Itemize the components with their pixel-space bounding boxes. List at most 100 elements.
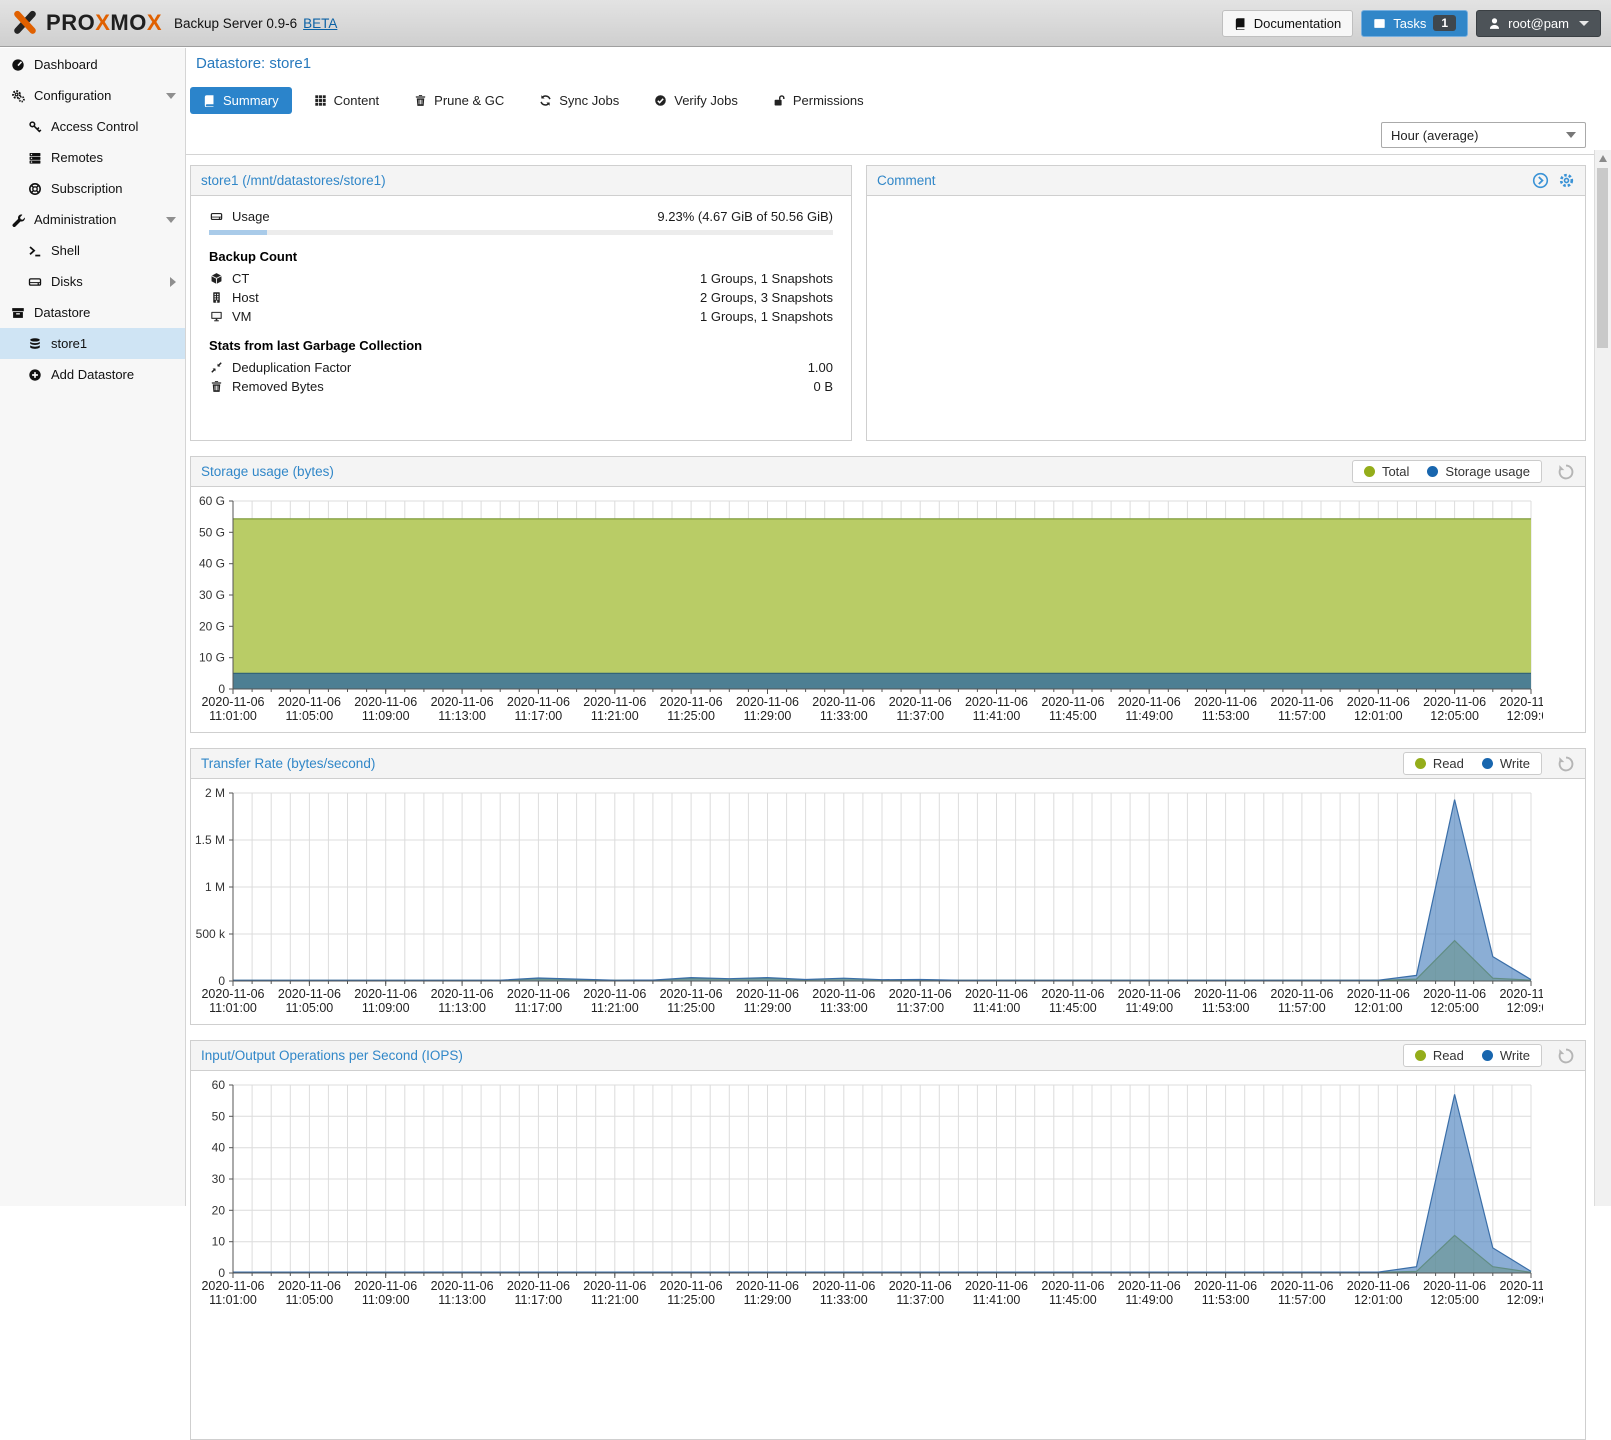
key-icon xyxy=(27,120,42,134)
sidebar-item-subscription[interactable]: Subscription xyxy=(0,173,185,204)
svg-text:2020-11-06: 2020-11-06 xyxy=(1270,1279,1333,1293)
tab-content[interactable]: Content xyxy=(301,87,393,114)
beta-link[interactable]: BETA xyxy=(303,15,338,31)
svg-text:11:17:00: 11:17:00 xyxy=(515,1001,563,1015)
svg-text:2020-11-06: 2020-11-06 xyxy=(812,695,875,709)
sidebar-item-dashboard[interactable]: Dashboard xyxy=(0,49,185,80)
sidebar-item-label: Remotes xyxy=(51,150,104,165)
svg-text:20: 20 xyxy=(212,1203,226,1217)
chart-toolbar: Hour (average) xyxy=(186,114,1594,155)
top-header: PROXMOX Backup Server 0.9-6 BETA Documen… xyxy=(0,0,1611,47)
tab-verify-jobs[interactable]: Verify Jobs xyxy=(641,87,751,114)
trash-icon xyxy=(414,94,427,107)
user-menu-button[interactable]: root@pam xyxy=(1476,9,1601,37)
tab-label: Sync Jobs xyxy=(559,93,620,108)
svg-text:2020-11-06: 2020-11-06 xyxy=(583,987,646,1001)
legend-read[interactable]: Read xyxy=(1414,1048,1464,1063)
legend-dot-icon xyxy=(1481,1050,1493,1061)
svg-text:60: 60 xyxy=(212,1078,226,1092)
svg-text:1 M: 1 M xyxy=(205,880,225,894)
sidebar-item-disks[interactable]: Disks xyxy=(0,266,185,297)
chevron-down-icon xyxy=(1566,132,1576,138)
legend-write[interactable]: Write xyxy=(1481,756,1530,771)
sidebar-item-configuration[interactable]: Configuration xyxy=(0,80,185,111)
archive-icon xyxy=(10,306,25,320)
sidebar-item-access-control[interactable]: Access Control xyxy=(0,111,185,142)
undo-zoom-icon[interactable] xyxy=(1557,463,1575,481)
sidebar-item-add-datastore[interactable]: Add Datastore xyxy=(0,359,185,390)
tab-summary[interactable]: Summary xyxy=(190,87,292,114)
undo-zoom-icon[interactable] xyxy=(1557,1047,1575,1065)
svg-text:2020-11-06: 2020-11-06 xyxy=(278,1279,341,1293)
svg-text:11:29:00: 11:29:00 xyxy=(744,709,792,723)
compress-icon xyxy=(209,361,224,374)
legend-total[interactable]: Total xyxy=(1363,464,1409,479)
vm-row: VM 1 Groups, 1 Snapshots xyxy=(209,309,833,324)
gear-icon[interactable] xyxy=(1558,172,1575,189)
datastore-summary-panel-title: store1 (/mnt/datastores/store1) xyxy=(191,166,851,196)
tab-sync-jobs[interactable]: Sync Jobs xyxy=(526,87,632,114)
legend-label: Read xyxy=(1432,1048,1464,1063)
building-icon xyxy=(209,291,224,304)
svg-text:11:41:00: 11:41:00 xyxy=(973,709,1021,723)
tasks-button[interactable]: Tasks 1 xyxy=(1361,9,1469,37)
svg-text:2020-11-06: 2020-11-06 xyxy=(1041,695,1104,709)
scroll-up-arrow-icon[interactable] xyxy=(1599,155,1607,162)
vertical-scrollbar[interactable] xyxy=(1594,150,1611,1206)
host-row: Host 2 Groups, 3 Snapshots xyxy=(209,290,833,305)
svg-text:11:13:00: 11:13:00 xyxy=(438,1001,486,1015)
sidebar-item-administration[interactable]: Administration xyxy=(0,204,185,235)
main-area: Datastore: store1 Summary Content Prune & … xyxy=(186,48,1594,1440)
svg-text:1.5 M: 1.5 M xyxy=(195,833,225,847)
svg-text:11:01:00: 11:01:00 xyxy=(209,709,257,723)
sidebar-item-shell[interactable]: Shell xyxy=(0,235,185,266)
edit-comment-icon[interactable] xyxy=(1532,172,1549,189)
svg-text:11:57:00: 11:57:00 xyxy=(1278,1293,1326,1307)
svg-text:12:01:00: 12:01:00 xyxy=(1354,1293,1403,1307)
svg-text:11:13:00: 11:13:00 xyxy=(438,1293,486,1307)
svg-text:11:53:00: 11:53:00 xyxy=(1202,1293,1250,1307)
sidebar-item-label: Disks xyxy=(51,274,83,289)
tab-permissions[interactable]: Permissions xyxy=(760,87,877,114)
svg-text:12:09:00: 12:09:00 xyxy=(1507,1293,1543,1307)
chevron-down-icon[interactable] xyxy=(166,216,176,223)
transfer-rate-legend[interactable]: Read Write xyxy=(1402,752,1542,775)
tab-prune-gc[interactable]: Prune & GC xyxy=(401,87,517,114)
svg-text:11:33:00: 11:33:00 xyxy=(820,1001,868,1015)
scrollbar-thumb[interactable] xyxy=(1597,168,1608,348)
transfer-rate-panel: Transfer Rate (bytes/second) Read Write 0… xyxy=(190,748,1586,1025)
chevron-right-icon[interactable] xyxy=(170,276,176,287)
undo-zoom-icon[interactable] xyxy=(1557,755,1575,773)
chevron-down-icon[interactable] xyxy=(166,92,176,99)
plus-circle-icon xyxy=(27,368,42,382)
sidebar-item-label: Administration xyxy=(34,212,117,227)
svg-text:2020-11-06: 2020-11-06 xyxy=(812,987,875,1001)
svg-text:11:29:00: 11:29:00 xyxy=(744,1293,792,1307)
svg-text:11:45:00: 11:45:00 xyxy=(1049,1293,1097,1307)
sidebar-item-datastore[interactable]: Datastore xyxy=(0,297,185,328)
sidebar-item-store1[interactable]: store1 xyxy=(0,328,185,359)
svg-text:11:53:00: 11:53:00 xyxy=(1202,1001,1250,1015)
svg-text:20 G: 20 G xyxy=(199,619,225,633)
svg-text:2 M: 2 M xyxy=(205,786,225,800)
svg-text:11:45:00: 11:45:00 xyxy=(1049,1001,1097,1015)
iops-chart[interactable]: 0 10 20 30 40 50 60 2020-11-06 11:01:00 2020-11-0… xyxy=(191,1071,1585,1313)
documentation-button[interactable]: Documentation xyxy=(1221,9,1354,37)
storage-usage-legend[interactable]: Total Storage usage xyxy=(1351,460,1542,483)
storage-usage-chart[interactable]: 0 10 G 20 G 30 G 40 G 50 G 60 G 2020-11-06 11:01… xyxy=(191,487,1585,729)
legend-dot-icon xyxy=(1481,758,1493,769)
svg-text:2020-11-06: 2020-11-06 xyxy=(1423,1279,1486,1293)
legend-storage-usage[interactable]: Storage usage xyxy=(1427,464,1530,479)
sidebar-item-remotes[interactable]: Remotes xyxy=(0,142,185,173)
sidebar-item-label: Configuration xyxy=(34,88,112,103)
svg-text:2020-11-06: 2020-11-06 xyxy=(736,695,799,709)
list-icon xyxy=(1373,17,1386,30)
iops-legend[interactable]: Read Write xyxy=(1402,1044,1542,1067)
svg-text:11:25:00: 11:25:00 xyxy=(667,1001,715,1015)
legend-write[interactable]: Write xyxy=(1481,1048,1530,1063)
time-range-select[interactable]: Hour (average) xyxy=(1381,122,1586,148)
svg-text:2020-11-06: 2020-11-06 xyxy=(431,1279,494,1293)
svg-text:0: 0 xyxy=(218,682,225,696)
legend-read[interactable]: Read xyxy=(1414,756,1464,771)
